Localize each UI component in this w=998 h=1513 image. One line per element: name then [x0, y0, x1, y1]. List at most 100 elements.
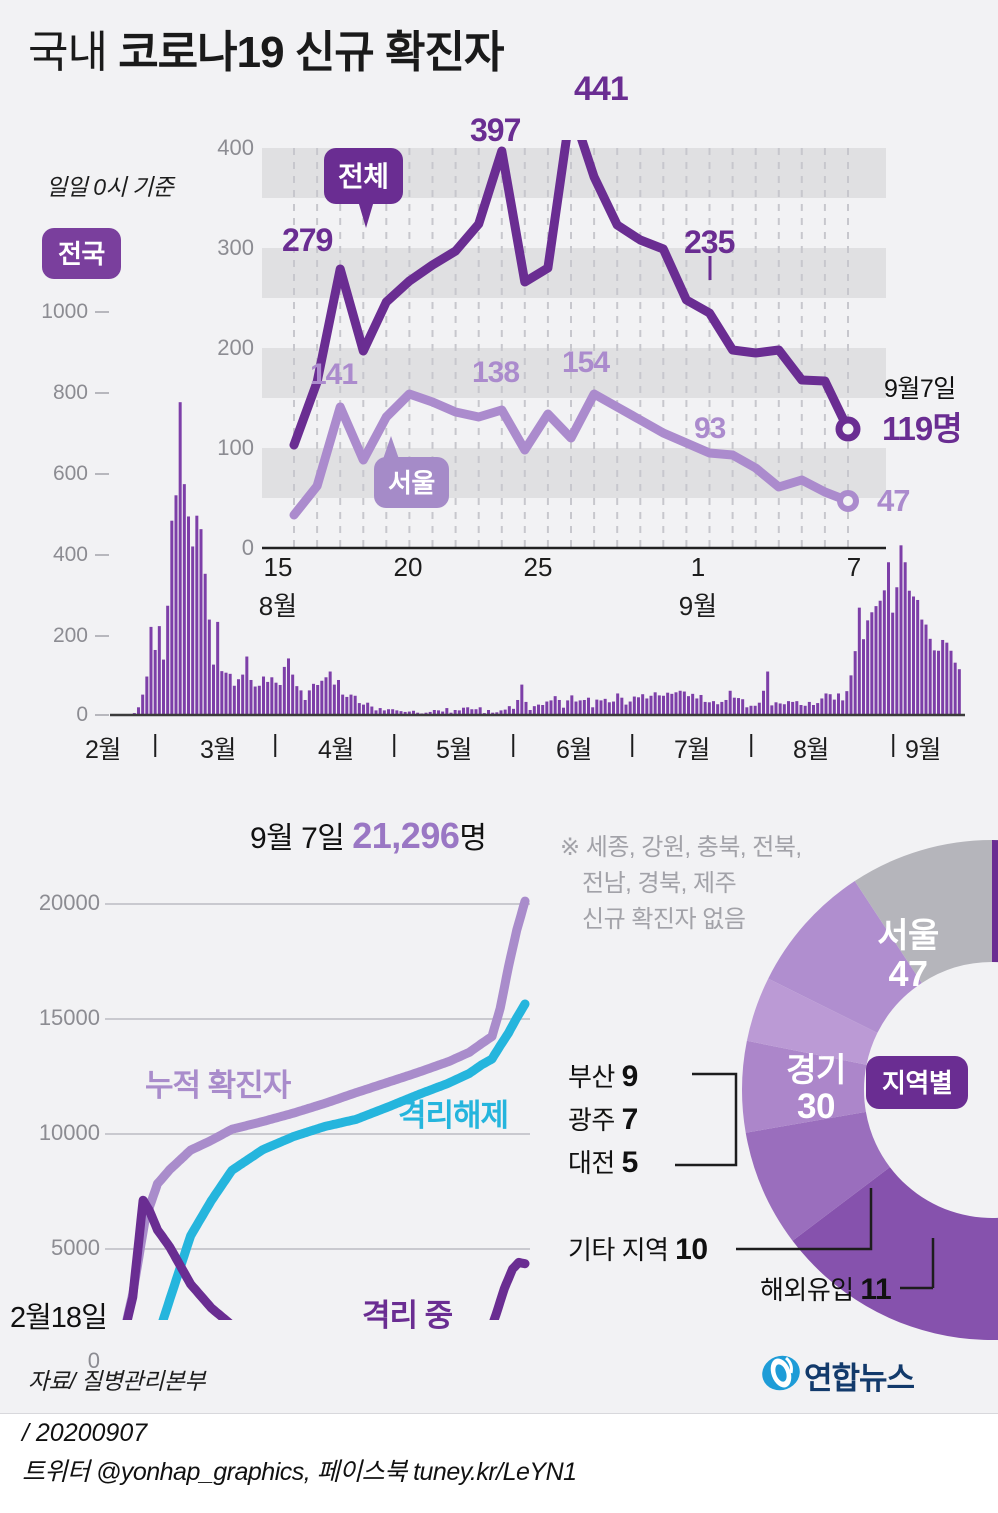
bar-xtick-sep5: | — [629, 730, 636, 758]
leader-other-regions — [736, 1188, 873, 1251]
cum-ytick-20000: 20000 — [38, 890, 100, 915]
inset-xmonth-9: 9월 — [678, 591, 718, 621]
total-line — [289, 140, 853, 450]
end-total-label: 119명 — [882, 410, 963, 447]
yonhap-mark-icon — [762, 1355, 800, 1391]
footer-line-1: / 20200907 — [22, 1419, 148, 1447]
cum-ytick-5000: 5000 — [51, 1235, 100, 1260]
page-title: 국내 코로나19 신규 확진자 — [28, 24, 504, 82]
basis-note: 일일 0시 기준 — [46, 174, 174, 200]
donut-callout-daejeon-name: 대전 — [568, 1148, 615, 1178]
slice-label-seoul-name: 서울 — [877, 917, 939, 955]
inset-xtick-25: 25 — [523, 552, 553, 582]
released-series-line — [158, 999, 530, 1320]
donut-callout-daejeon-value: 5 — [621, 1146, 639, 1179]
callout-seoul-138: 138 — [472, 356, 520, 389]
donut-svg — [675, 840, 998, 1341]
page-title-thick: 코로나19 신규 확진자 — [118, 28, 504, 77]
bar-xtick-sep3: | — [391, 730, 398, 758]
footer-line-2: 트위터 @yonhap_graphics, 페이스북 tuney.kr/LeYN… — [22, 1458, 577, 1486]
donut-callout-overseas: 해외유입 11 — [760, 1270, 892, 1307]
donut-callout-gwangju-name: 광주 — [568, 1105, 615, 1135]
inset-xtick-1: 1 — [690, 552, 706, 582]
bar-chart-svg — [110, 402, 965, 717]
callout-seoul-93: 93 — [694, 412, 726, 445]
donut-callout-overseas-name: 해외유입 — [760, 1275, 854, 1305]
cumulative-headline-unit: 명 — [459, 822, 487, 855]
donut-callout-busan-name: 부산 — [568, 1062, 615, 1092]
donut-callout-daejeon: 대전 5 — [568, 1143, 638, 1180]
cumulative-line-chart: 9월 7일 21,296명 20000 15000 10000 5000 0 누… — [0, 800, 540, 1373]
inset-ytick-100: 100 — [217, 435, 254, 460]
recent-cases-line-chart: 400 300 200 100 0 279 397 441 235 141 13… — [217, 70, 962, 621]
daily-cases-bar-chart: 1000 800 600 400 200 0 2월 | 3월 | 4월 | 5월… — [0, 280, 998, 764]
callout-seoul-154: 154 — [562, 346, 610, 379]
bar-ytick-0: 0 — [76, 703, 88, 726]
cumulative-series-label: 누적 확진자 — [145, 1068, 291, 1103]
chip-region: 지역별 — [866, 1056, 969, 1109]
donut-callout-other-name: 기타 지역 — [568, 1235, 669, 1265]
bar-ytick-dash — [95, 473, 109, 475]
yonhap-logo-text: 연합뉴스 — [804, 1361, 915, 1396]
slice-label-seoul: 서울 47 — [848, 918, 968, 994]
bar-ytick-dash — [95, 392, 109, 394]
bar-xtick-sep7: | — [890, 730, 897, 758]
donut-callout-gwangju-value: 7 — [621, 1103, 639, 1136]
end-date-label: 9월7일 — [884, 375, 956, 403]
grid-band — [262, 248, 886, 298]
inset-xtick-15: 15 — [263, 552, 293, 582]
regional-breakdown-donut: ※ 세종, 강원, 충북, 전북, 전남, 경북, 제주 신규 확진자 없음 서… — [560, 830, 998, 1350]
cum-ytick-0: 0 — [87, 1348, 100, 1373]
bar-xtick-feb: 2월 — [85, 736, 121, 764]
cumulative-headline-date: 9월 7일 — [250, 822, 345, 855]
donut-callout-busan: 부산 9 — [568, 1057, 638, 1094]
inset-ytick-0: 0 — [241, 535, 254, 560]
inset-xmonth-8: 8월 — [258, 591, 298, 621]
seoul-line — [289, 389, 853, 520]
bar-xtick-sep1: | — [152, 730, 159, 758]
total-end-dot — [835, 416, 861, 442]
cumulative-series-line — [122, 896, 530, 1320]
bar-ytick-200: 200 — [52, 624, 88, 647]
slice-label-gyeonggi-value: 30 — [797, 1086, 835, 1126]
bar-xtick-sep4: | — [510, 730, 517, 758]
bar-ytick-dash — [95, 554, 109, 556]
leader-bracket-group — [675, 1072, 738, 1167]
donut-note: ※ 세종, 강원, 충북, 전북, 전남, 경북, 제주 신규 확진자 없음 — [560, 830, 802, 938]
donut-callout-other: 기타 지역 10 — [568, 1230, 708, 1267]
cum-ytick-10000: 10000 — [38, 1120, 100, 1145]
inset-ytick-300: 300 — [217, 235, 254, 260]
bar-xtick-may: 5월 — [436, 736, 472, 764]
inset-ytick-400: 400 — [217, 135, 254, 160]
donut-note-line-2: 전남, 경북, 제주 — [582, 870, 737, 897]
cumulative-svg — [105, 896, 530, 1320]
bar-ytick-600: 600 — [52, 462, 88, 485]
inset-xtick-20: 20 — [393, 552, 423, 582]
chip-nationwide: 전국 — [42, 228, 121, 279]
donut-note-line-1: ※ 세종, 강원, 충북, 전북, — [560, 834, 802, 861]
inset-line-svg — [262, 140, 886, 550]
bar-ytick-1000: 1000 — [41, 300, 88, 323]
callout-total-397: 397 — [470, 112, 521, 148]
inset-xtick-7: 7 — [846, 552, 862, 582]
donut-callout-busan-value: 9 — [621, 1060, 639, 1093]
bar-xtick-jun: 6월 — [556, 736, 592, 764]
donut-slice-group — [742, 840, 998, 1341]
released-series-label: 격리해제 — [398, 1098, 509, 1133]
donut-note-line-3: 신규 확진자 없음 — [582, 906, 746, 933]
cumulative-start-label: 2월18일 — [10, 1302, 108, 1334]
cumulative-headline: 9월 7일 21,296명 — [250, 813, 487, 857]
bar-xtick-jul: 7월 — [674, 736, 710, 764]
page-title-thin: 국내 — [28, 28, 119, 77]
slice-label-seoul-value: 47 — [888, 952, 928, 994]
bar-xtick-sep2: | — [272, 730, 279, 758]
bar-xtick-apr: 4월 — [318, 736, 354, 764]
slice-label-gyeonggi: 경기 30 — [756, 1052, 876, 1125]
cumulative-headline-value: 21,296 — [352, 815, 460, 856]
bar-xtick-sep: 9월 — [905, 736, 941, 764]
cum-ytick-15000: 15000 — [38, 1005, 100, 1030]
slice-label-gyeonggi-name: 경기 — [786, 1051, 846, 1088]
yonhap-logo: 연합뉴스 — [760, 1352, 915, 1399]
isolating-series-line — [122, 1195, 530, 1320]
